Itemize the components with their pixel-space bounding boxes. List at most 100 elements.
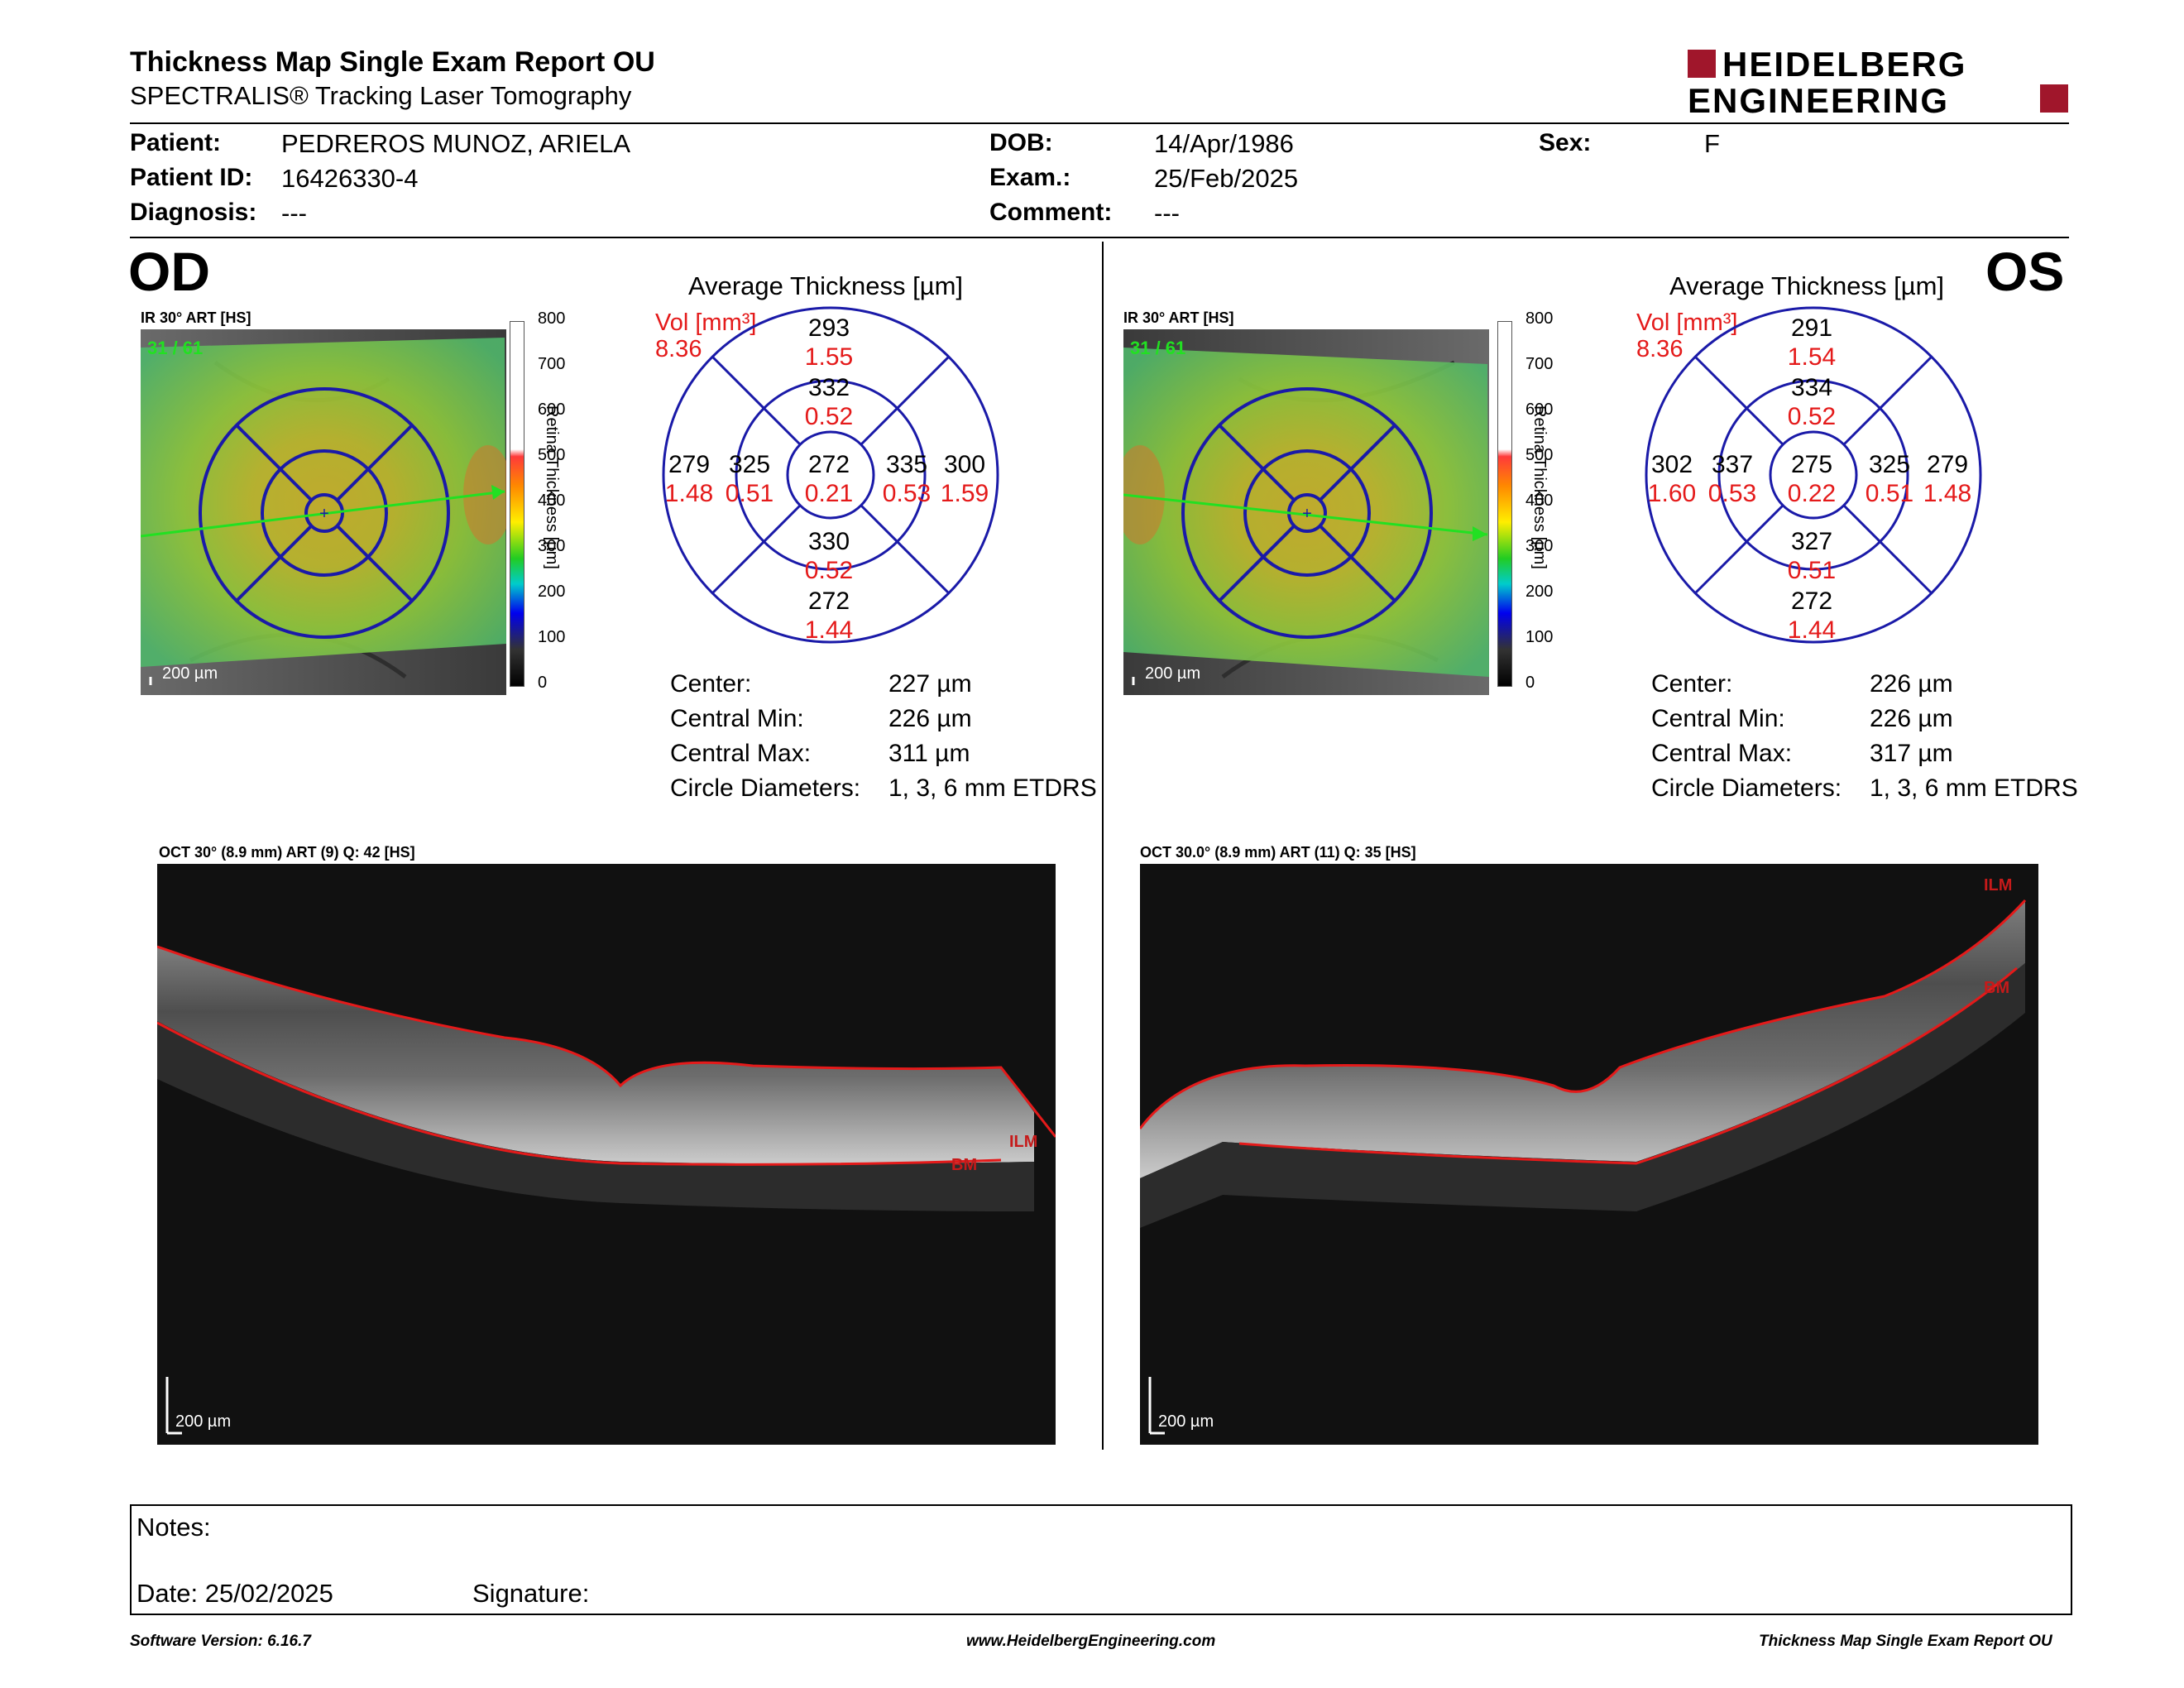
website-link[interactable]: www.HeidelbergEngineering.com [966,1633,1216,1650]
os-outer-bottom: 272 [1790,587,1833,615]
os-circle-label: Circle Diameters: [1651,774,1842,802]
exam-label: Exam.: [989,164,1071,191]
dob-label: DOB: [989,129,1053,156]
svg-text:BM: BM [951,1156,977,1174]
comment-value: --- [1154,199,1180,228]
os-inner-left: 337 [1711,451,1754,478]
os-ir-caption: IR 30° ART [HS] [1123,309,1234,326]
od-oct-caption: OCT 30° (8.9 mm) ART (9) Q: 42 [HS] [159,844,415,861]
os-vol-label: Vol [mm³] [1636,309,1738,336]
svg-text:ILM: ILM [1984,876,2012,894]
od-center: 272 [807,451,850,478]
od-vol-label: Vol [mm³] [655,309,757,336]
od-central-min-label: Central Min: [670,705,804,732]
od-central-max-value: 311 µm [888,740,970,767]
od-outer-right-vol: 1.59 [940,480,989,507]
os-inner-left-vol: 0.53 [1707,480,1757,507]
signature-label: Signature: [472,1579,590,1608]
svg-text:HEIDELBERG: HEIDELBERG [1722,46,1966,84]
svg-text:ENGINEERING: ENGINEERING [1688,81,1949,116]
svg-text:+: + [319,505,329,523]
od-center-vol: 0.21 [804,480,854,507]
os-outer-top: 291 [1790,314,1833,342]
os-central-min-label: Central Min: [1651,705,1785,732]
colorbar-tick: 200 [1525,583,1554,601]
od-thickness-map: + 31 / 61 200 µm [141,329,506,695]
os-inner-bottom-vol: 0.51 [1787,557,1837,584]
od-colorbar [510,321,524,687]
od-circle-value: 1, 3, 6 mm ETDRS [888,774,1097,802]
exam-value: 25/Feb/2025 [1154,164,1299,193]
os-inner-right: 325 [1868,451,1911,478]
od-inner-left-vol: 0.51 [725,480,774,507]
od-outer-left-vol: 1.48 [664,480,714,507]
svg-text:200 µm: 200 µm [1158,1412,1214,1431]
colorbar-tick: 800 [538,309,566,328]
os-outer-right-vol: 1.48 [1923,480,1972,507]
date-label: Date: 25/02/2025 [136,1579,333,1608]
os-circle-value: 1, 3, 6 mm ETDRS [1870,774,2078,802]
od-central-max-label: Central Max: [670,740,812,767]
heidelberg-logo: HEIDELBERG ENGINEERING [1688,46,2068,116]
colorbar-tick: 600 [538,400,566,419]
patient-id-label: Patient ID: [130,164,253,191]
svg-text:BM: BM [1984,979,2009,997]
os-central-min-value: 226 µm [1870,705,1953,732]
od-central-min-value: 226 µm [888,705,972,732]
patient-id: 16426330-4 [281,164,419,193]
os-center: 275 [1790,451,1833,478]
svg-text:+: + [1302,505,1312,523]
od-colorbar-title: Retina Thickness [µm] [543,405,561,569]
od-outer-top-vol: 1.55 [804,343,854,371]
diagnosis-value: --- [281,199,307,228]
od-inner-top-vol: 0.52 [804,403,854,430]
colorbar-tick: 100 [538,628,566,646]
os-center-vol: 0.22 [1787,480,1837,507]
colorbar-tick: 0 [1525,674,1535,692]
od-inner-right: 335 [885,451,928,478]
sex-value: F [1704,129,1720,158]
od-inner-left: 325 [728,451,771,478]
os-outer-bottom-vol: 1.44 [1787,616,1837,644]
colorbar-tick: 700 [1525,355,1554,373]
colorbar-tick: 500 [538,446,566,464]
svg-text:200 µm: 200 µm [175,1412,231,1431]
colorbar-tick: 300 [1525,537,1554,555]
od-center-value: 227 µm [888,670,972,698]
patient-label: Patient: [130,129,222,156]
od-vol-value: 8.36 [655,336,702,362]
report-subtitle: SPECTRALIS® Tracking Laser Tomography [130,81,632,110]
os-outer-top-vol: 1.54 [1787,343,1837,371]
os-oct-scan: 200 µm ILM BM [1140,864,2038,1445]
od-eye-label: OD [128,241,210,302]
svg-text:200 µm: 200 µm [1145,664,1200,683]
colorbar-tick: 100 [1525,628,1554,646]
od-outer-top: 293 [807,314,850,342]
od-oct-scan: 200 µm ILM BM [157,864,1056,1445]
os-center-value: 226 µm [1870,670,1953,698]
diagnosis-label: Diagnosis: [130,199,257,226]
notes-box: Notes: Date: 25/02/2025 Signature: [130,1504,2072,1615]
report-title: Thickness Map Single Exam Report OU [130,46,655,78]
od-outer-bottom: 272 [807,587,850,615]
comment-label: Comment: [989,199,1113,226]
os-etdrs-grid [1645,306,1982,644]
svg-text:200 µm: 200 µm [162,664,218,683]
os-vol-value: 8.36 [1636,336,1684,362]
colorbar-tick: 400 [538,492,566,510]
os-central-max-value: 317 µm [1870,740,1953,767]
od-etdrs-grid [662,306,999,644]
od-inner-right-vol: 0.53 [882,480,932,507]
eye-divider [1102,242,1104,1450]
od-ir-caption: IR 30° ART [HS] [141,309,251,326]
colorbar-tick: 600 [1525,400,1554,419]
od-inner-bottom-vol: 0.52 [804,557,854,584]
os-inner-right-vol: 0.51 [1865,480,1914,507]
footer-report-title: Thickness Map Single Exam Report OU [1759,1633,2052,1650]
os-avg-title: Average Thickness [µm] [1669,271,1945,300]
os-inner-bottom: 327 [1790,528,1833,555]
os-outer-left: 302 [1650,451,1693,478]
patient-name: PEDREROS MUNOZ, ARIELA [281,129,631,158]
sex-label: Sex: [1539,129,1592,156]
colorbar-tick: 200 [538,583,566,601]
